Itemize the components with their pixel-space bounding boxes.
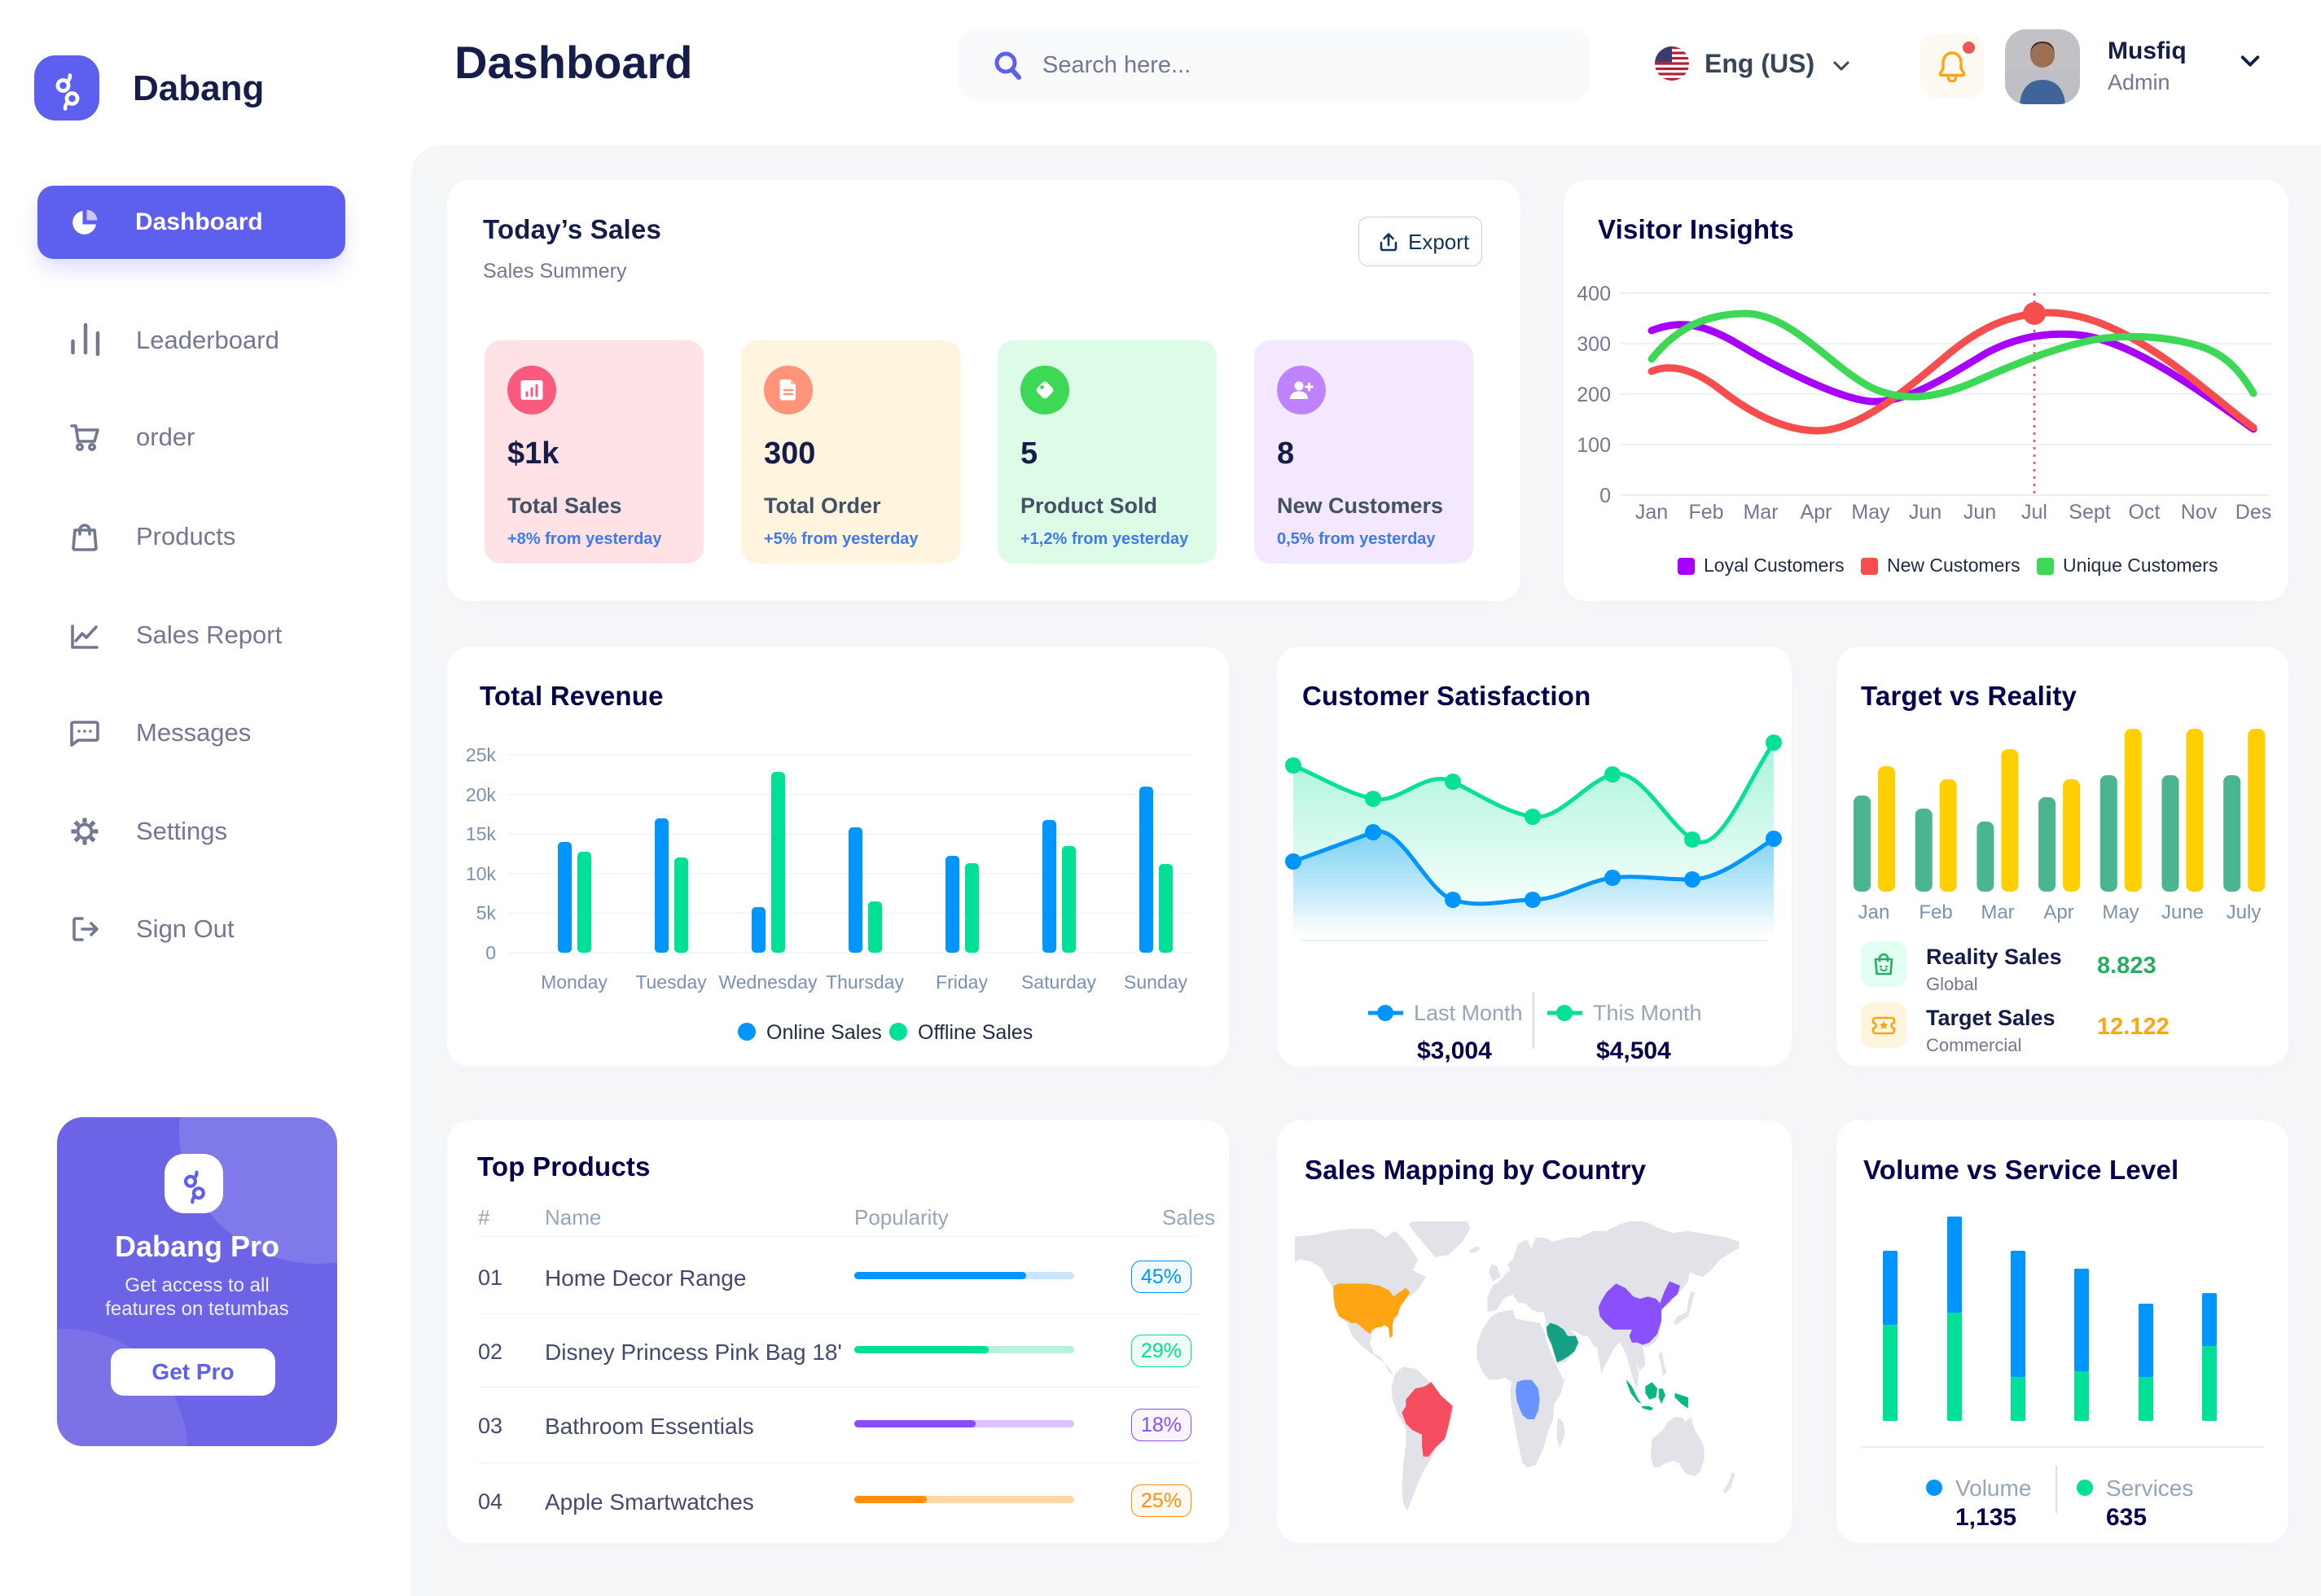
- svg-text:200: 200: [1577, 384, 1611, 406]
- svg-text:This Month: This Month: [1593, 1001, 1702, 1025]
- svg-text:15k: 15k: [466, 823, 497, 844]
- svg-text:Jul: Jul: [2021, 501, 2047, 524]
- svg-text:Last Month: Last Month: [1414, 1001, 1523, 1025]
- svg-text:Jun: Jun: [1963, 501, 1996, 524]
- svg-text:400: 400: [1577, 283, 1611, 305]
- svg-text:Nov: Nov: [2181, 501, 2218, 524]
- svg-text:Feb: Feb: [1919, 901, 1952, 923]
- svg-text:Mar: Mar: [1981, 901, 2014, 923]
- svg-text:Jan: Jan: [1858, 901, 1890, 923]
- svg-text:Monday: Monday: [541, 971, 608, 993]
- svg-text:Jan: Jan: [1635, 501, 1668, 524]
- svg-text:Unique Customers: Unique Customers: [2063, 555, 2218, 576]
- svg-text:Thursday: Thursday: [826, 971, 904, 993]
- svg-text:Friday: Friday: [936, 971, 988, 993]
- svg-text:Offline Sales: Offline Sales: [918, 1021, 1033, 1044]
- svg-text:Services: Services: [2106, 1475, 2193, 1501]
- svg-text:Sunday: Sunday: [1124, 971, 1188, 993]
- svg-text:300: 300: [1577, 333, 1611, 356]
- svg-text:May: May: [1851, 501, 1890, 524]
- svg-text:Apr: Apr: [2043, 901, 2073, 923]
- svg-text:New Customers: New Customers: [1887, 555, 2020, 576]
- svg-text:Oct: Oct: [2129, 501, 2161, 524]
- svg-text:0: 0: [1599, 484, 1611, 507]
- svg-text:Feb: Feb: [1688, 501, 1723, 524]
- svg-text:635: 635: [2106, 1504, 2147, 1531]
- svg-text:Jun: Jun: [1909, 501, 1941, 524]
- svg-text:25k: 25k: [466, 744, 497, 765]
- svg-text:Tuesday: Tuesday: [635, 971, 707, 993]
- svg-text:Online Sales: Online Sales: [766, 1021, 882, 1044]
- svg-text:20k: 20k: [466, 784, 497, 805]
- svg-text:$3,004: $3,004: [1417, 1037, 1492, 1064]
- svg-text:July: July: [2227, 901, 2262, 923]
- svg-text:100: 100: [1577, 434, 1611, 457]
- svg-text:Sept: Sept: [2069, 501, 2110, 524]
- svg-text:0: 0: [485, 942, 496, 963]
- svg-text:Loyal Customers: Loyal Customers: [1704, 555, 1845, 576]
- svg-text:10k: 10k: [466, 863, 497, 884]
- svg-text:5k: 5k: [476, 902, 497, 923]
- svg-text:Des: Des: [2235, 501, 2271, 524]
- svg-text:May: May: [2102, 901, 2139, 923]
- svg-text:Mar: Mar: [1743, 501, 1778, 524]
- svg-text:$4,504: $4,504: [1596, 1037, 1671, 1064]
- svg-text:Wednesday: Wednesday: [718, 971, 818, 993]
- svg-text:Volume: Volume: [1955, 1475, 2031, 1501]
- svg-text:June: June: [2161, 901, 2204, 923]
- svg-text:1,135: 1,135: [1955, 1504, 2016, 1531]
- svg-text:Saturday: Saturday: [1021, 971, 1097, 993]
- svg-text:Apr: Apr: [1801, 501, 1832, 524]
